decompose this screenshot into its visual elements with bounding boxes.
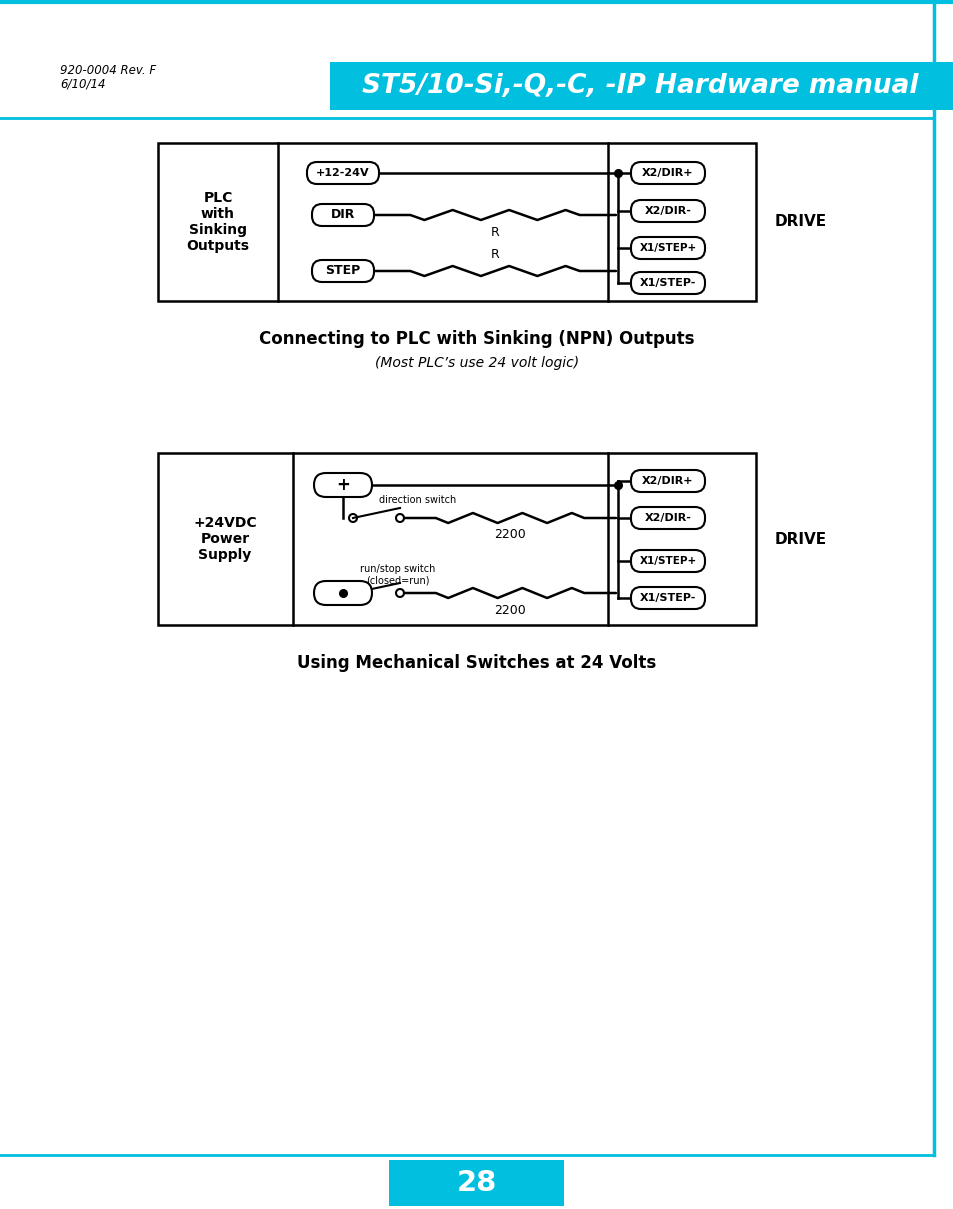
Text: (Most PLC’s use 24 volt logic): (Most PLC’s use 24 volt logic) [375, 355, 578, 370]
Bar [158, 453, 755, 625]
Text: PLC
with
Sinking
Outputs: PLC with Sinking Outputs [186, 191, 250, 254]
Text: X1/STEP+: X1/STEP+ [639, 243, 696, 253]
Text: Using Mechanical Switches at 24 Volts: Using Mechanical Switches at 24 Volts [297, 654, 656, 672]
Text: X1/STEP-: X1/STEP- [639, 278, 696, 288]
Text: run/stop switch
(closed=run): run/stop switch (closed=run) [360, 565, 436, 586]
Text: Connecting to PLC with Sinking (NPN) Outputs: Connecting to PLC with Sinking (NPN) Out… [259, 330, 694, 348]
Text: X1/STEP-: X1/STEP- [639, 592, 696, 603]
Text: 2200: 2200 [494, 603, 525, 617]
Text: direction switch: direction switch [379, 494, 456, 505]
Bar [158, 143, 755, 301]
FancyBboxPatch shape [630, 470, 704, 492]
FancyBboxPatch shape [307, 162, 378, 184]
Text: 28: 28 [456, 1169, 497, 1197]
Text: +12-24V: +12-24V [315, 168, 370, 178]
FancyBboxPatch shape [314, 473, 372, 497]
Text: 2200: 2200 [494, 528, 525, 542]
FancyBboxPatch shape [312, 260, 374, 282]
Text: R: R [490, 249, 498, 261]
FancyBboxPatch shape [630, 507, 704, 530]
FancyBboxPatch shape [630, 237, 704, 259]
Text: DRIVE: DRIVE [774, 532, 826, 546]
Text: -: - [339, 584, 346, 602]
Text: X2/DIR+: X2/DIR+ [641, 168, 693, 178]
Text: STEP: STEP [325, 265, 360, 278]
FancyBboxPatch shape [312, 204, 374, 226]
Text: DIR: DIR [331, 208, 355, 221]
FancyBboxPatch shape [630, 550, 704, 572]
Text: X2/DIR-: X2/DIR- [644, 206, 691, 216]
Text: R: R [490, 226, 498, 239]
FancyBboxPatch shape [630, 588, 704, 609]
Text: 920-0004 Rev. F: 920-0004 Rev. F [60, 64, 156, 76]
Text: +: + [335, 476, 350, 494]
Text: X2/DIR-: X2/DIR- [644, 513, 691, 523]
Text: DRIVE: DRIVE [774, 214, 826, 230]
Text: 6/10/14: 6/10/14 [60, 77, 106, 91]
Bar [330, 62, 953, 110]
FancyBboxPatch shape [630, 162, 704, 184]
Text: ST5/10-Si,-Q,-C, -IP Hardware manual: ST5/10-Si,-Q,-C, -IP Hardware manual [361, 73, 917, 99]
FancyBboxPatch shape [630, 199, 704, 222]
Bar [389, 1159, 564, 1207]
Text: X2/DIR+: X2/DIR+ [641, 476, 693, 486]
FancyBboxPatch shape [630, 272, 704, 294]
FancyBboxPatch shape [314, 582, 372, 604]
Text: +24VDC
Power
Supply: +24VDC Power Supply [193, 516, 256, 562]
Text: X1/STEP+: X1/STEP+ [639, 556, 696, 566]
